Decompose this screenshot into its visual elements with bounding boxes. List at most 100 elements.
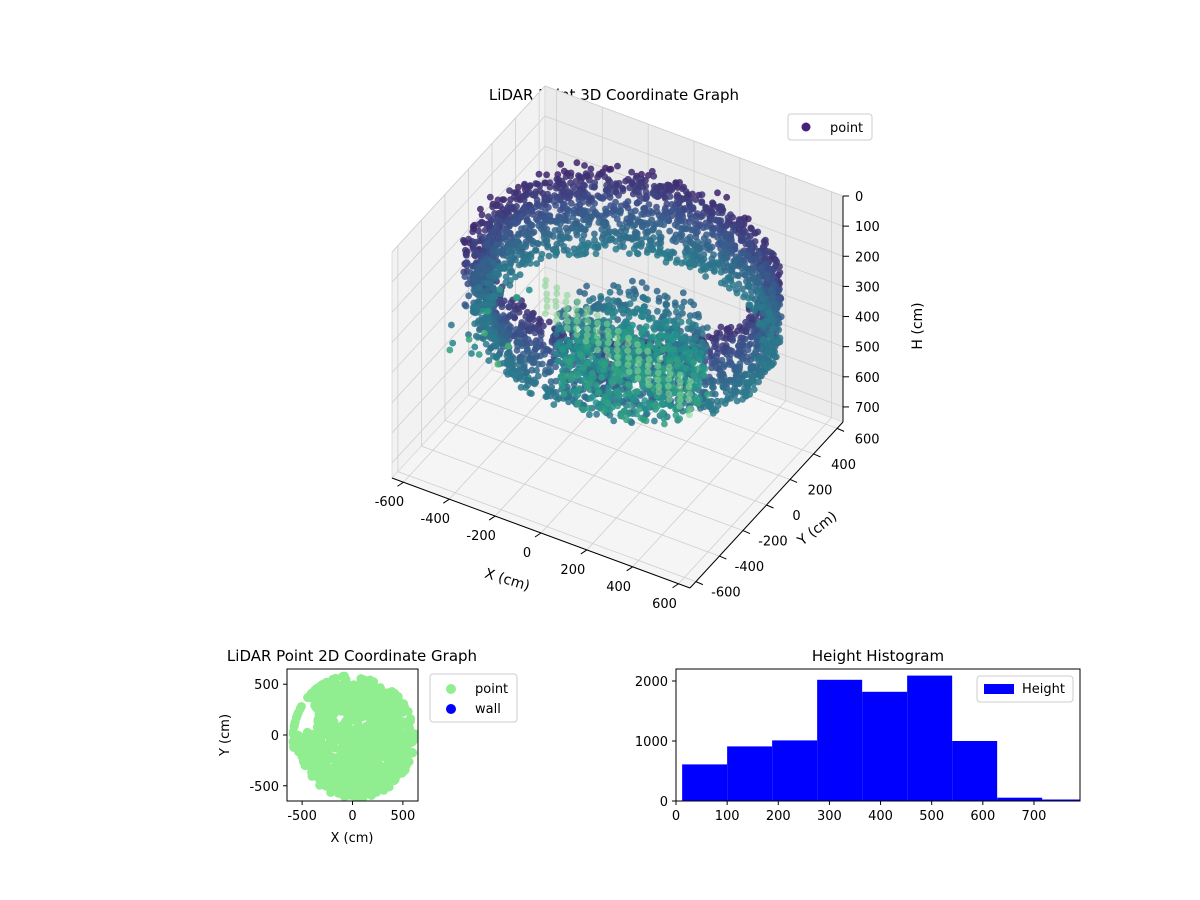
point-3d <box>770 300 777 308</box>
point-3d <box>676 402 683 410</box>
point-3d <box>748 374 756 381</box>
point-3d <box>503 331 511 339</box>
point-3d <box>608 235 616 243</box>
point-3d <box>694 250 702 257</box>
point-2d <box>328 682 338 692</box>
point-3d <box>469 228 477 236</box>
axes-3d-lines <box>391 195 849 589</box>
point-2d <box>398 751 408 761</box>
histogram-bars <box>682 675 1080 801</box>
point-2d <box>337 765 347 775</box>
point-3d <box>526 182 534 190</box>
point-3d <box>703 231 710 239</box>
point-3d <box>748 363 755 370</box>
point-3d <box>643 284 650 292</box>
point-3d <box>641 295 649 303</box>
point-3d <box>625 390 633 397</box>
point-3d <box>541 195 549 203</box>
gridline-x <box>678 191 832 585</box>
point-3d <box>601 241 609 249</box>
point-3d <box>682 252 690 260</box>
point-3d <box>755 378 762 386</box>
point-3d <box>708 230 716 237</box>
point-3d <box>531 380 538 388</box>
point-3d <box>645 355 653 363</box>
point-3d <box>764 271 771 278</box>
point-3d <box>747 313 754 320</box>
histogram-bar <box>682 764 728 801</box>
point-3d <box>478 271 486 278</box>
y-axis-3d-label: Y (cm) <box>794 509 840 550</box>
point-3d <box>687 258 695 266</box>
point-3d <box>545 230 553 238</box>
point-3d <box>776 334 784 342</box>
point-3d <box>745 341 753 349</box>
point-3d <box>557 196 564 204</box>
point-3d <box>673 198 681 206</box>
point-3d <box>471 343 479 351</box>
point-3d <box>665 363 673 371</box>
point-3d <box>524 231 532 239</box>
point-3d <box>759 336 767 344</box>
point-3d <box>553 342 561 349</box>
point-3d <box>593 381 600 389</box>
point-3d <box>560 390 568 398</box>
point-2d <box>344 686 354 696</box>
point-3d <box>741 272 749 279</box>
point-2d <box>337 782 347 792</box>
point-3d <box>719 370 726 378</box>
point-3d <box>533 367 540 374</box>
point-3d <box>652 184 660 192</box>
x-tick-3d <box>626 566 633 572</box>
point-3d <box>541 350 548 358</box>
point-3d <box>553 350 560 357</box>
point-3d <box>625 354 633 361</box>
histogram-y-tick-label: 2000 <box>635 675 668 690</box>
point-3d <box>757 369 765 377</box>
point-3d <box>471 303 479 310</box>
point-2d <box>408 748 418 758</box>
point-3d <box>484 239 492 247</box>
point-3d <box>626 300 634 308</box>
point-3d <box>563 291 571 299</box>
point-3d <box>620 232 627 240</box>
histogram-bar <box>1042 799 1080 801</box>
point-3d <box>745 251 752 259</box>
point-3d <box>755 319 763 327</box>
point-3d <box>535 315 543 323</box>
point-3d <box>625 291 633 299</box>
point-3d <box>595 339 602 347</box>
point-3d <box>634 374 642 382</box>
point-3d <box>714 189 721 197</box>
point-2d <box>390 715 400 725</box>
point-3d <box>751 296 759 303</box>
point-3d <box>702 263 710 270</box>
z-tick-3d-label: 400 <box>855 311 880 326</box>
point-3d <box>500 246 507 253</box>
point-3d <box>619 306 627 313</box>
point-3d <box>703 223 711 230</box>
point-3d <box>572 178 580 185</box>
point-3d <box>588 369 596 377</box>
point-3d <box>557 161 565 168</box>
point-3d <box>526 389 534 397</box>
point-3d <box>533 215 540 223</box>
point-3d <box>741 291 749 299</box>
x-axis-3d-label: X (cm) <box>483 566 532 595</box>
point-3d <box>719 237 727 245</box>
point-2d <box>404 726 414 736</box>
point-3d <box>634 360 642 368</box>
point-3d <box>633 410 640 418</box>
point-3d <box>567 199 575 207</box>
point-3d <box>610 203 618 211</box>
x-tick-3d-label: -600 <box>375 495 405 510</box>
point-3d <box>601 173 609 181</box>
point-3d <box>685 318 693 325</box>
point-3d <box>748 275 756 282</box>
point-3d <box>668 201 676 208</box>
point-3d <box>624 175 632 183</box>
histogram-bar <box>907 675 953 801</box>
point-3d <box>679 224 687 232</box>
point-3d <box>574 400 582 407</box>
